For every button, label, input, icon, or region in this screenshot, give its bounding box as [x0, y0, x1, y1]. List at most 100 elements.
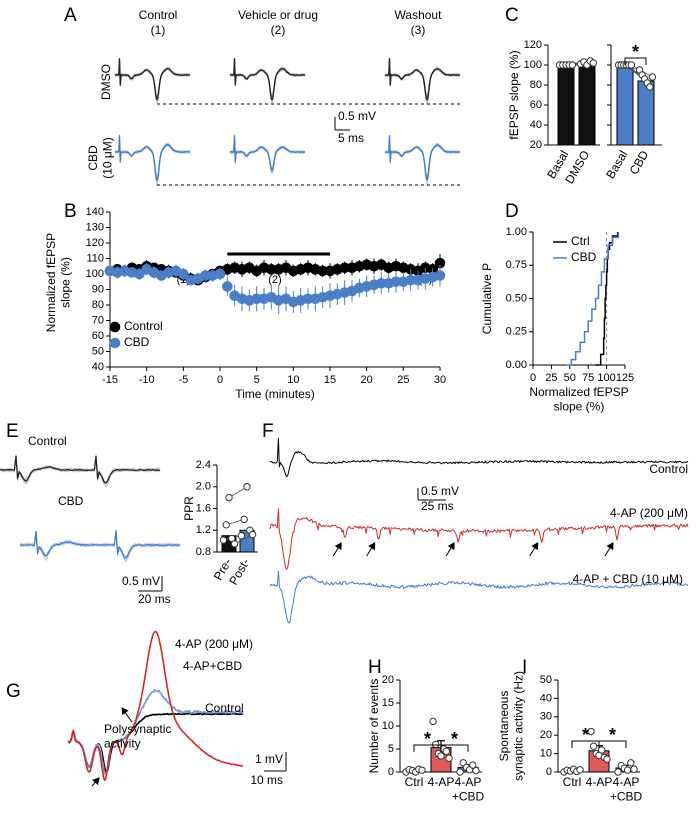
- data-point: [623, 766, 632, 774]
- data-point: [469, 761, 477, 769]
- trace: [269, 508, 689, 570]
- y-tick-label: 5: [388, 743, 394, 755]
- scale-label: 0.5 mV: [421, 484, 459, 498]
- event-arrow: [332, 542, 342, 557]
- data-point: [390, 276, 402, 288]
- scale-label: 25 ms: [421, 499, 454, 513]
- y-tick-label: 140: [86, 206, 104, 218]
- legend-label: CBD: [571, 250, 597, 264]
- trace-sweep: [114, 58, 191, 101]
- x-tick-label: -5: [178, 374, 188, 386]
- column-title: Washout: [395, 8, 443, 22]
- data-point: [627, 61, 636, 69]
- y-tick-label: 20: [382, 674, 394, 686]
- trace-sweep: [229, 59, 306, 103]
- annotation-arrow: [91, 777, 100, 787]
- event-arrow: [366, 542, 376, 557]
- data-point: [405, 274, 416, 286]
- data-point: [597, 746, 606, 754]
- data-point: [178, 268, 189, 280]
- trace-sweep: [384, 135, 461, 179]
- legend-label: CBD: [124, 335, 150, 349]
- trace: [67, 688, 244, 775]
- y-tick-label: 110: [86, 252, 104, 264]
- row-label: DMSO: [99, 64, 113, 100]
- column-number: (2): [271, 23, 286, 37]
- panel-letter: I: [522, 657, 527, 678]
- significance-label: *: [451, 729, 458, 749]
- data-point: [568, 61, 577, 69]
- trace-sweep: [114, 134, 191, 187]
- trace-sweep: [114, 59, 191, 100]
- y-tick-label: 130: [86, 221, 104, 233]
- bar: [578, 62, 596, 146]
- y-tick-label: 0.00: [506, 359, 527, 371]
- significance-label: *: [424, 729, 431, 749]
- y-tick-label: 0: [546, 766, 552, 778]
- significance-bracket: [598, 740, 627, 748]
- y-axis-title: Spontaneoussynaptic activity (Hz): [497, 671, 525, 781]
- y-tick-label: 50: [540, 674, 552, 686]
- x-tick-label: 10: [287, 374, 299, 386]
- x-tick-label: Basal: [603, 148, 630, 181]
- trace-sweep: [229, 58, 306, 102]
- trace-label: 4-AP+CBD: [183, 659, 242, 673]
- data-point: [248, 530, 257, 539]
- trace-label: 4-AP (200 μM): [175, 637, 253, 651]
- annotation: Polysynaptic activity: [104, 722, 171, 750]
- trace-sweep: [114, 59, 191, 104]
- data-point: [302, 293, 314, 305]
- x-tick-label: 100: [597, 372, 615, 384]
- panel-letter: A: [64, 5, 77, 26]
- y-axis-title: fEPSP slope (%): [507, 50, 521, 139]
- data-point: [630, 765, 638, 773]
- data-point: [243, 483, 251, 491]
- data-point: [225, 493, 233, 502]
- data-point: [237, 531, 246, 540]
- scale-label: 0.5 mV: [122, 574, 160, 588]
- y-tick-label: 80: [92, 299, 104, 311]
- data-point: [429, 717, 437, 726]
- data-point: [442, 747, 451, 755]
- trace-sweep: [384, 57, 461, 104]
- significance-label: *: [582, 725, 589, 745]
- trace: [269, 437, 689, 478]
- y-tick-label: 1.2: [196, 524, 211, 536]
- data-point: [317, 265, 328, 277]
- y-tick-label: 60: [530, 99, 542, 111]
- x-tick-label: 50: [564, 372, 576, 384]
- trace-sweep: [384, 58, 461, 98]
- trace-label: Control: [205, 701, 244, 715]
- x-tick-label: 15: [324, 374, 336, 386]
- data-point: [431, 740, 440, 749]
- trace-average: [384, 135, 461, 181]
- significance-label: *: [609, 725, 616, 745]
- x-axis-title: Normalized fEPSP slope (%): [529, 385, 628, 413]
- column-number: (1): [151, 23, 166, 37]
- scale-label: 20 ms: [138, 592, 171, 606]
- data-point: [222, 281, 233, 292]
- data-point: [339, 262, 350, 274]
- x-tick-label: Ctrl: [563, 775, 582, 789]
- trace: [68, 630, 244, 781]
- trace-sweep: [114, 58, 191, 97]
- panel-letter: B: [64, 201, 77, 222]
- y-tick-label: 50: [92, 345, 104, 357]
- x-tick-label: 25: [397, 374, 409, 386]
- x-tick-label: 5: [254, 374, 260, 386]
- y-tick-label: 120: [86, 237, 104, 249]
- y-tick-label: 60: [92, 330, 104, 342]
- y-tick-label: 90: [92, 283, 104, 295]
- y-tick-label: 0.50: [506, 292, 527, 304]
- y-tick-label: 120: [524, 39, 542, 51]
- x-tick-label: -10: [139, 374, 155, 386]
- trace-sweep: [229, 58, 306, 99]
- bar: [557, 64, 575, 146]
- legend-marker: [109, 321, 121, 333]
- data-point: [240, 515, 248, 524]
- x-tick-label: 20: [361, 374, 373, 386]
- data-point: [576, 766, 584, 774]
- scale-label: 5 ms: [338, 131, 364, 145]
- data-point: [646, 83, 654, 91]
- y-tick-label: 10: [382, 720, 394, 732]
